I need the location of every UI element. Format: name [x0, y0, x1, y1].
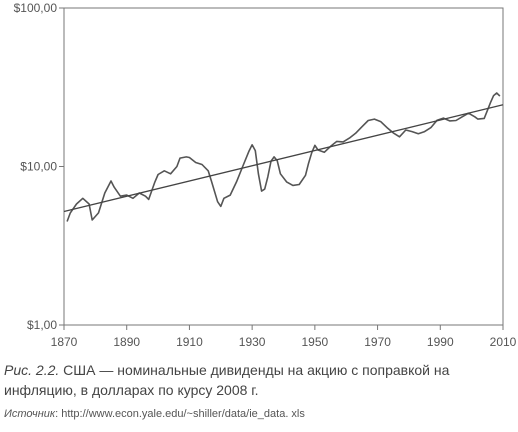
source-note: Источник: http://www.econ.yale.edu/~shil… [4, 406, 516, 422]
figure-label: Рис. 2.2. [4, 362, 60, 378]
x-tick-label: 1970 [364, 335, 391, 349]
x-tick-label: 1950 [302, 335, 329, 349]
figure-caption-text: США — номинальные дивиденды на акцию с п… [4, 362, 450, 398]
figure-caption: Рис. 2.2. США — номинальные дивиденды на… [4, 360, 516, 400]
y-tick-label: $1,00 [27, 318, 57, 332]
x-tick-label: 1990 [427, 335, 454, 349]
dividends-series-line [66, 92, 501, 222]
series-layer [63, 92, 504, 222]
x-tick-label: 1910 [176, 335, 203, 349]
x-tick-label: 1870 [51, 335, 78, 349]
x-axis: 1870 1890 1910 1930 1950 1970 1990 2010 [51, 325, 517, 349]
y-axis: $1,00 $10,00 $100,00 [14, 1, 64, 332]
source-label: Источник [4, 408, 56, 420]
plot-area-frame [63, 7, 504, 326]
trend-line [63, 104, 504, 213]
dividends-chart: $1,00$10,00$100,00 1870 1890 1910 1930 1950 1… [14, 1, 517, 349]
y-tick-label: $100,00 [14, 1, 58, 15]
x-tick-label: 1930 [239, 335, 266, 349]
y-tick-label: $10,00 [20, 160, 57, 174]
x-tick-label: 2010 [490, 335, 517, 349]
source-text: : http://www.econ.yale.edu/~shiller/data… [55, 408, 305, 420]
x-tick-label: 1890 [113, 335, 140, 349]
